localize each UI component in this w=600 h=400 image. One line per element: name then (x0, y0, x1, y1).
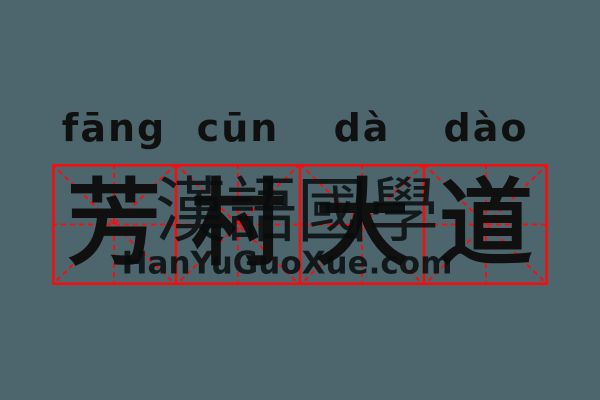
grid-line (423, 164, 548, 285)
pinyin-syllable-1: fāng (61, 106, 167, 150)
character-cell-3: 大 (314, 169, 410, 279)
grid-outer-border (52, 164, 548, 285)
pinyin-syllable-3: dà (333, 106, 391, 150)
pinyin-syllable-4: dào (443, 106, 529, 150)
grid-line (175, 164, 301, 285)
practice-grid (52, 164, 548, 285)
character-cell-1: 芳 (66, 169, 162, 279)
grid-borders (52, 164, 548, 285)
character-cell-4: 道 (438, 169, 534, 279)
grid-line (423, 164, 548, 285)
watermark-site-url: HanYuGuoXue.com (121, 245, 453, 282)
grid-line (299, 164, 425, 285)
watermark-hanzi: 漢語國學 (154, 169, 440, 253)
grid-line (52, 164, 177, 285)
grid-line (175, 164, 301, 285)
grid-line (52, 164, 177, 285)
grid-guide-lines (52, 164, 548, 285)
grid-line (299, 164, 425, 285)
character-cell-2: 村 (190, 169, 286, 279)
pinyin-syllable-2: cūn (196, 106, 280, 150)
